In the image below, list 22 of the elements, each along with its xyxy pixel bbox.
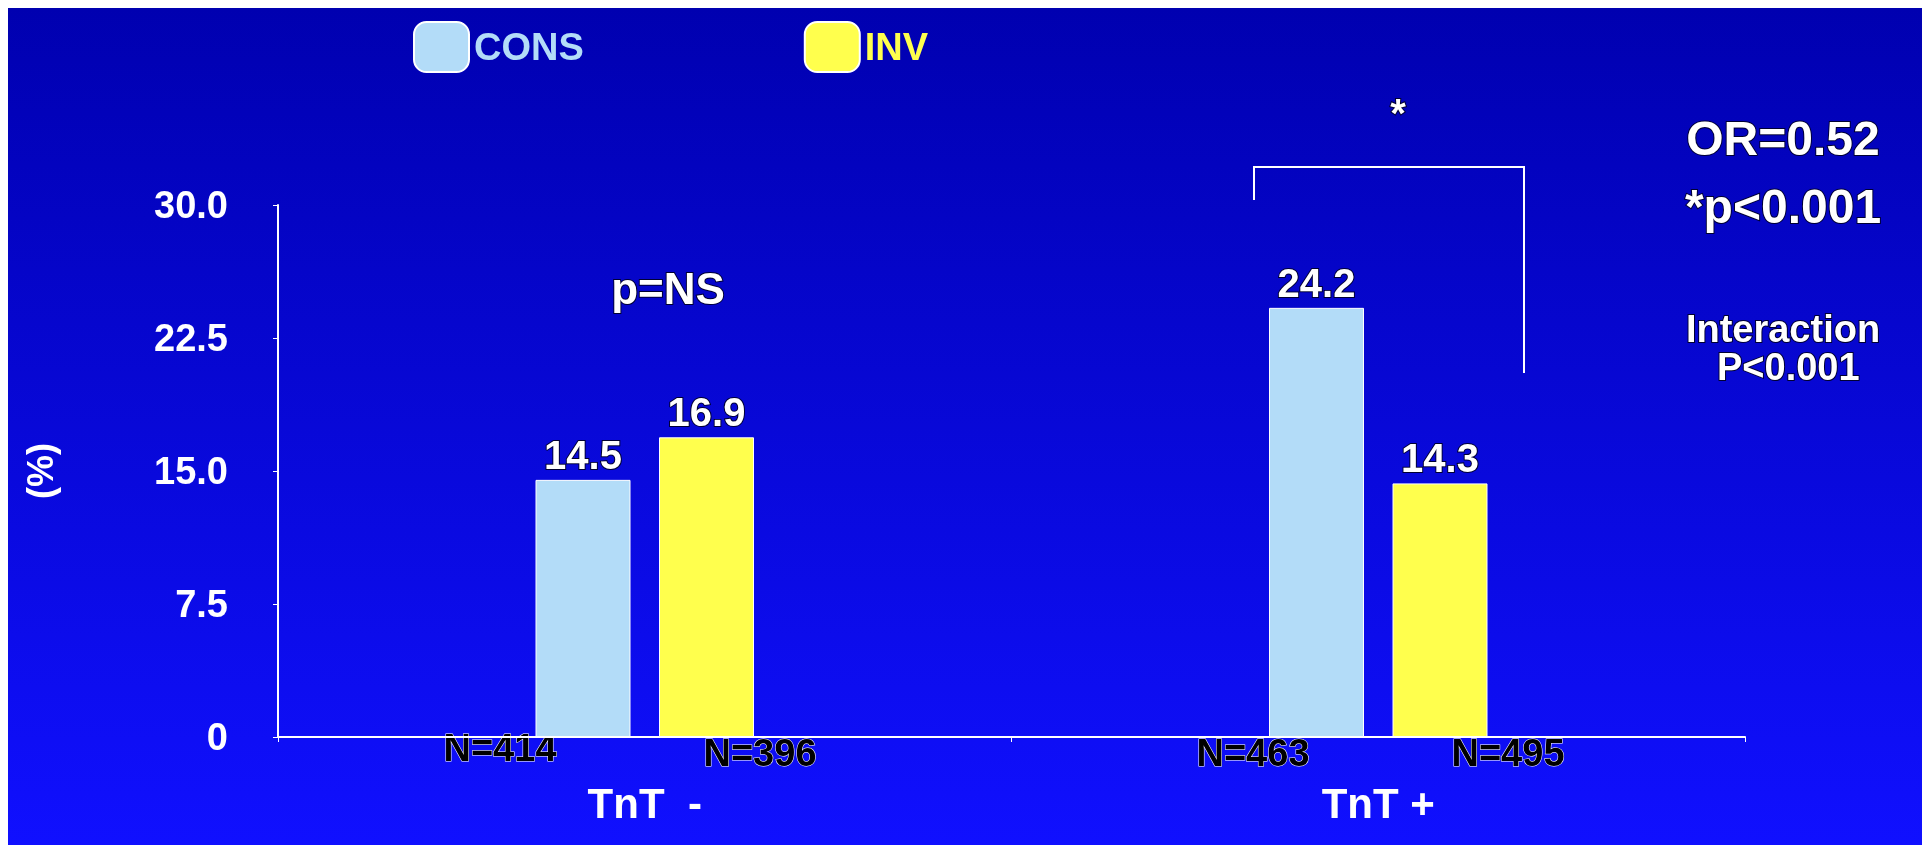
data-label: 14.3: [1401, 436, 1479, 481]
y-tick-label: 7.5: [175, 583, 228, 625]
y-tick-label: 22.5: [154, 317, 228, 359]
annotation: *p<0.001: [1684, 179, 1882, 233]
y-tick-label: 15.0: [154, 450, 228, 492]
x-tick-label: TnT +: [1321, 779, 1435, 827]
annotation: p=NS: [611, 263, 725, 313]
x-tick-label: TnT -: [587, 779, 702, 827]
annotation: N=463: [1196, 732, 1310, 774]
legend-label: CONS: [474, 26, 584, 68]
annotation: Interaction P<0.001: [1685, 308, 1881, 388]
y-tick-label: 0: [206, 716, 228, 758]
annotation: N=495: [1451, 732, 1565, 774]
text: *: [1390, 91, 1407, 135]
data-label: 24.2: [1277, 260, 1356, 305]
data-label: 14.5: [544, 432, 622, 477]
text: OR=0.52: [1686, 111, 1880, 165]
y-tick-label: 30.0: [154, 184, 228, 226]
annotation: N=396: [703, 732, 817, 774]
y-axis-title: (%): [19, 443, 61, 499]
data-label: 16.9: [667, 390, 746, 435]
legend-label: INV: [864, 26, 929, 68]
